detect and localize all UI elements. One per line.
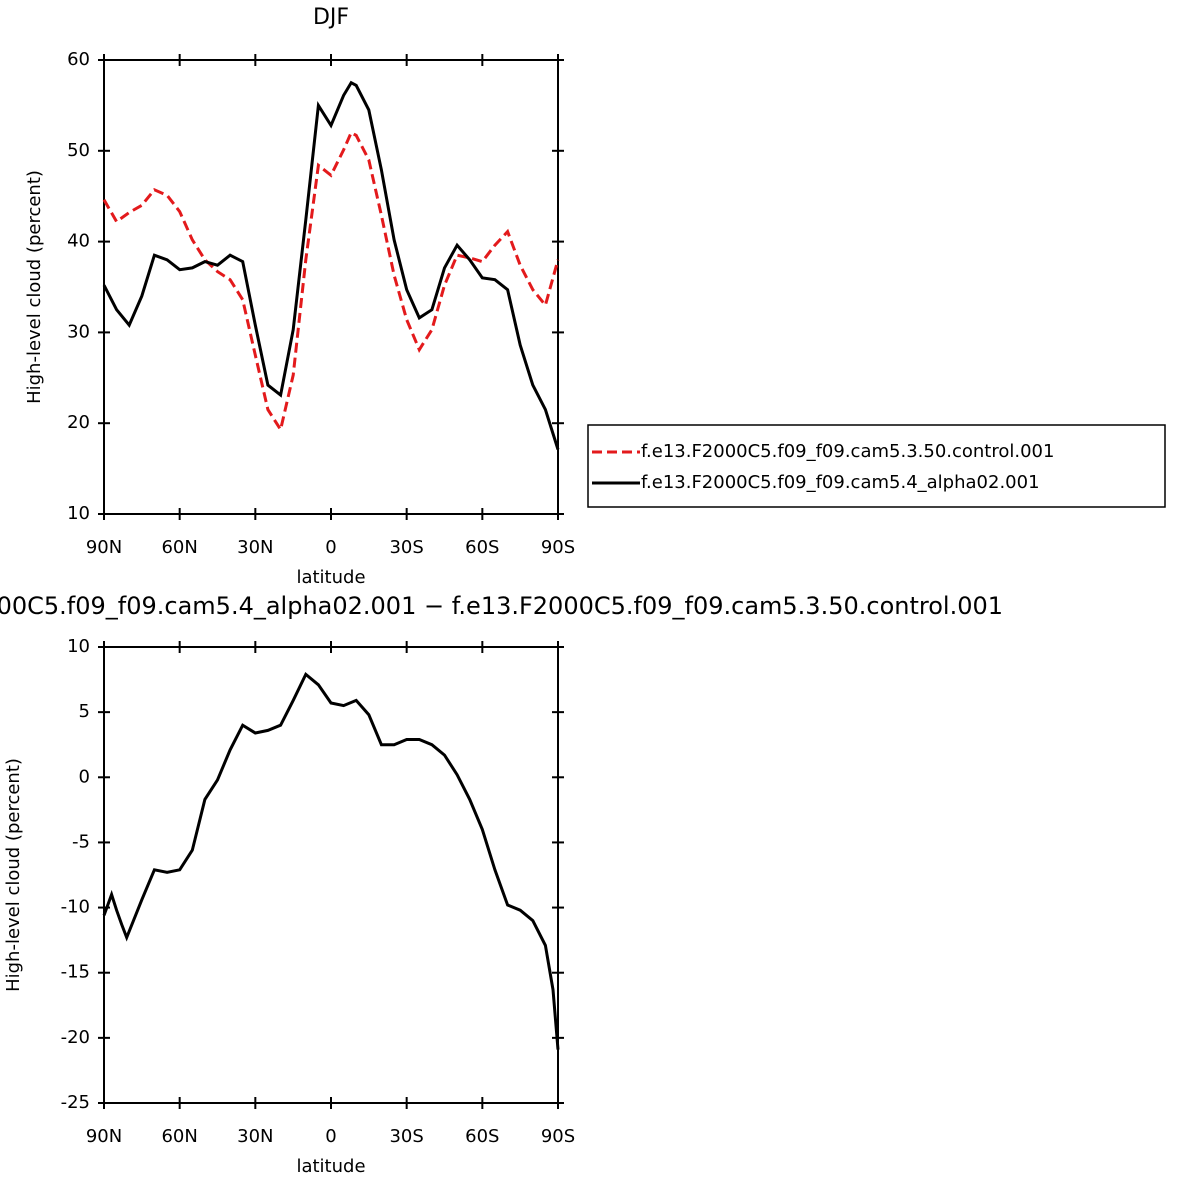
- y-tick-label: 10: [67, 636, 90, 657]
- x-tick-label: 90N: [86, 537, 122, 558]
- y-tick-label: -20: [61, 1027, 90, 1048]
- y-tick-label: 20: [67, 412, 90, 433]
- x-tick-label: 60N: [161, 1126, 197, 1147]
- y-tick-label: 60: [67, 49, 90, 70]
- x-tick-label: 60N: [161, 537, 197, 558]
- legend-label: f.e13.F2000C5.f09_f09.cam5.3.50.control.…: [641, 441, 1054, 462]
- x-tick-label: 30N: [237, 1126, 273, 1147]
- y-axis-label: High-level cloud (percent): [3, 758, 24, 992]
- y-tick-label: -10: [61, 897, 90, 918]
- plot-frame: [103, 646, 559, 1104]
- legend-label: f.e13.F2000C5.f09_f09.cam5.4_alpha02.001: [641, 472, 1040, 493]
- x-tick-label: 30S: [389, 537, 423, 558]
- x-tick-label: 90N: [86, 1126, 122, 1147]
- y-tick-label: 5: [79, 701, 90, 722]
- y-tick-label: -5: [72, 831, 90, 852]
- series-line: [102, 672, 560, 1050]
- series-line: [102, 130, 560, 434]
- y-tick-label: 50: [67, 140, 90, 161]
- y-tick-label: 30: [67, 321, 90, 342]
- y-tick-label: 40: [67, 231, 90, 252]
- y-tick-label: 10: [67, 503, 90, 524]
- x-tick-label: 60S: [465, 1126, 499, 1147]
- series-line: [102, 80, 560, 450]
- x-tick-label: 30S: [389, 1126, 423, 1147]
- x-tick-label: 90S: [541, 1126, 575, 1147]
- y-tick-label: -15: [61, 962, 90, 983]
- chart-title: DJF: [313, 5, 349, 30]
- y-axis-label: High-level cloud (percent): [24, 170, 45, 404]
- x-tick-label: 90S: [541, 537, 575, 558]
- x-tick-label: 0: [325, 537, 336, 558]
- y-tick-label: -25: [61, 1092, 90, 1113]
- x-tick-label: 60S: [465, 537, 499, 558]
- x-tick-label: 30N: [237, 537, 273, 558]
- y-tick-label: 0: [79, 766, 90, 787]
- x-axis-label: latitude: [296, 567, 365, 588]
- chart-title: f.e13.F2000C5.f09_f09.cam5.4_alpha02.001…: [0, 592, 1003, 620]
- x-tick-label: 0: [325, 1126, 336, 1147]
- legend-box: [587, 424, 1166, 508]
- x-axis-label: latitude: [296, 1156, 365, 1177]
